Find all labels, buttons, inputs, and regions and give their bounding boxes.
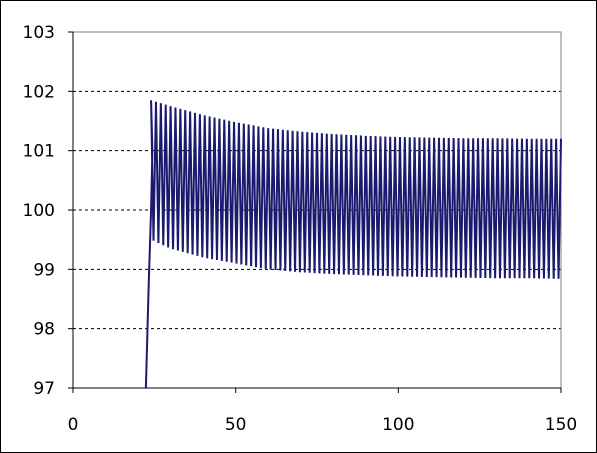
- x-tick-label-0: 0: [68, 415, 79, 435]
- y-tick-label-102: 102: [23, 82, 55, 102]
- axes: [68, 31, 562, 393]
- y-tick-label-101: 101: [23, 142, 55, 162]
- y-tick-label-97: 97: [33, 379, 55, 399]
- series-group: [144, 100, 562, 389]
- x-tick-label-100: 100: [382, 415, 414, 435]
- y-tick-label-100: 100: [23, 201, 55, 221]
- y-tick-label-103: 103: [23, 23, 55, 43]
- x-tick-labels: 0 50 100 150: [68, 415, 578, 435]
- y-tick-label-99: 99: [33, 260, 55, 280]
- grid-lines: [73, 90, 561, 330]
- x-tick-label-150: 150: [545, 415, 577, 435]
- series-line-0: [144, 100, 562, 389]
- y-tick-label-98: 98: [33, 320, 55, 340]
- y-tick-labels: 97 98 99 100 101 102 103: [23, 23, 55, 399]
- x-tick-label-50: 50: [225, 415, 247, 435]
